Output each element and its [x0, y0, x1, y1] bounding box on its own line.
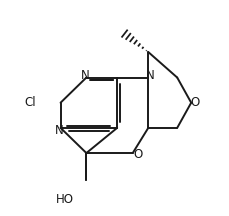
Text: N: N	[145, 69, 154, 82]
Text: HO: HO	[56, 193, 74, 206]
Text: O: O	[133, 148, 142, 161]
Text: N: N	[81, 69, 89, 82]
Text: Cl: Cl	[24, 96, 36, 109]
Text: O: O	[190, 96, 199, 109]
Text: N: N	[54, 124, 63, 137]
